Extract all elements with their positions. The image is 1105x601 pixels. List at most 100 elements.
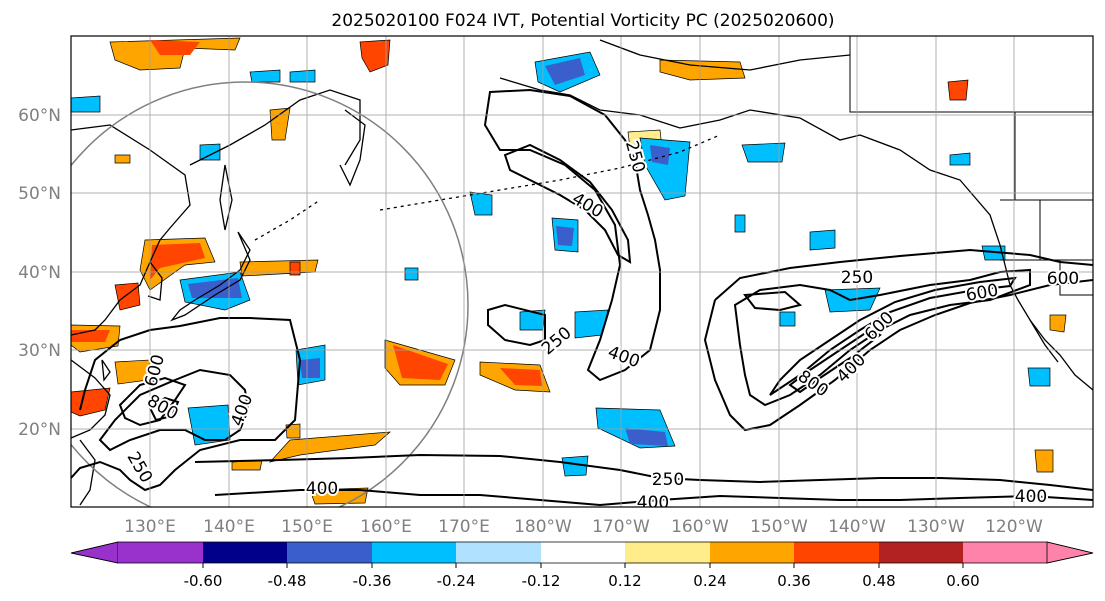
- colorbar-segment: [710, 542, 794, 563]
- contour-label: 600: [1047, 269, 1079, 289]
- aleutian-islands: [379, 134, 721, 211]
- baja-coastline: [1029, 319, 1059, 363]
- colorbar-segment: [963, 542, 1047, 563]
- pv-negative-area: [779, 311, 796, 327]
- colorbar-segment: [287, 542, 372, 563]
- longitude-labels: 130°E 140°E 150°E 160°E 170°E 180°W 170°…: [124, 517, 1043, 537]
- colorbar-outline: [70, 541, 1094, 564]
- ivt-contour-600: [769, 276, 1017, 396]
- ivt-contour-800: [148, 396, 180, 422]
- pv-positive-area: [114, 359, 151, 385]
- pv-negative-area: [300, 358, 320, 378]
- lon-label: 130°W: [907, 517, 965, 537]
- alaska-coastline: [499, 77, 861, 141]
- pv-positive-area: [393, 345, 448, 380]
- pv-negative-area: [519, 309, 546, 331]
- lon-label: 180°W: [514, 517, 572, 537]
- alaska-coastline: [599, 39, 851, 71]
- lon-label: 160°W: [671, 517, 729, 537]
- colorbar-tick-label: -0.36: [353, 572, 392, 590]
- pv-positive-area: [359, 39, 391, 73]
- pv-positive-area: [150, 243, 205, 280]
- pv-positive-area: [1034, 449, 1054, 473]
- colorbar-segment: [203, 542, 287, 563]
- contour-label: 400: [306, 479, 338, 499]
- lon-label: 170°E: [438, 517, 490, 537]
- asia-coastline: [189, 89, 361, 166]
- lon-label: 150°W: [750, 517, 808, 537]
- pv-negative-area: [741, 142, 786, 163]
- pv-positive-area: [285, 423, 301, 439]
- projection-circle: [71, 81, 469, 507]
- ivt-contour-250: [714, 248, 1093, 301]
- lat-label: 60°N: [18, 106, 61, 126]
- lon-label: 130°E: [124, 517, 176, 537]
- pv-positive-area: [500, 368, 542, 386]
- ivt-contour-250: [194, 453, 1093, 491]
- taiwan-coastline: [101, 359, 111, 382]
- colorbar-extend-low: [70, 541, 119, 564]
- ivt-contour-800: [788, 328, 882, 394]
- pv-positive-area: [947, 79, 969, 101]
- colorbar-tick-label: -0.48: [268, 572, 307, 590]
- pv-positive-area: [659, 59, 746, 81]
- colorbar-tick-label: 0.12: [608, 572, 641, 590]
- pv-negative-area: [561, 455, 589, 477]
- colorbar-extend-high: [1046, 541, 1094, 564]
- pv-negative-area: [809, 229, 836, 251]
- canada-border: [849, 36, 1093, 200]
- colorbar-tick-labels: -0.60 -0.48 -0.36 -0.24 -0.12 0.12 0.24 …: [184, 572, 980, 590]
- philippines-coastline: [79, 439, 96, 506]
- ivt-contour-400: [733, 268, 1031, 407]
- ivt-contour-600: [118, 376, 187, 427]
- pv-negative-area: [556, 226, 574, 246]
- lat-label: 50°N: [18, 184, 61, 204]
- contour-label: 400: [1015, 487, 1047, 507]
- map-frame: [70, 35, 1094, 508]
- ivt-contour-400: [503, 143, 632, 264]
- pv-negative-area: [199, 143, 221, 161]
- colorbar-ticks: [202, 563, 964, 568]
- pv-negative-area: [650, 145, 670, 165]
- colorbar-tick-label: 0.24: [693, 572, 726, 590]
- gridlines: [71, 36, 1093, 507]
- ivt-contour-600: [743, 290, 803, 312]
- lon-label: 140°E: [203, 517, 255, 537]
- pv-positive-area: [289, 261, 301, 276]
- colorbar-segment: [625, 542, 710, 563]
- coastlines: [71, 36, 1093, 506]
- colorbar-tick-label: -0.24: [437, 572, 476, 590]
- lon-label: 120°W: [985, 517, 1043, 537]
- lat-label: 40°N: [18, 263, 61, 283]
- colorbar-tick-label: -0.60: [184, 572, 223, 590]
- pv-positive-area: [269, 107, 291, 141]
- ivt-contours: [71, 88, 1093, 507]
- colorbar-segment: [879, 542, 963, 563]
- pv-negative-area: [187, 404, 231, 446]
- pv-positive-area: [71, 330, 110, 342]
- ivt-contour-250: [71, 317, 302, 492]
- colorbar-segment: [541, 542, 625, 563]
- pv-negative-area: [734, 214, 746, 233]
- korea-coastline: [147, 261, 163, 301]
- pv-positive-area: [1049, 314, 1067, 333]
- latitude-labels: 60°N 50°N 40°N 30°N 20°N: [18, 106, 61, 440]
- lon-label: 160°E: [360, 517, 412, 537]
- lon-label: 150°E: [281, 517, 333, 537]
- pv-anomaly-shading: [71, 37, 1067, 505]
- colorbar-segment: [372, 542, 456, 563]
- colorbar: [70, 541, 1094, 564]
- ivt-contour-400: [98, 368, 250, 452]
- lat-label: 30°N: [18, 341, 61, 361]
- pv-positive-area: [150, 40, 200, 55]
- pv-positive-area: [114, 154, 131, 164]
- contour-label: 250: [652, 470, 684, 490]
- contour-label: 600: [964, 280, 999, 305]
- pv-negative-area: [249, 69, 281, 83]
- chart-title: 2025020100 F024 IVT, Potential Vorticity…: [331, 11, 834, 31]
- pv-negative-area: [1027, 367, 1051, 387]
- colorbar-segment: [456, 542, 541, 563]
- pv-negative-area: [289, 69, 316, 83]
- colorbar-segment: [118, 542, 203, 563]
